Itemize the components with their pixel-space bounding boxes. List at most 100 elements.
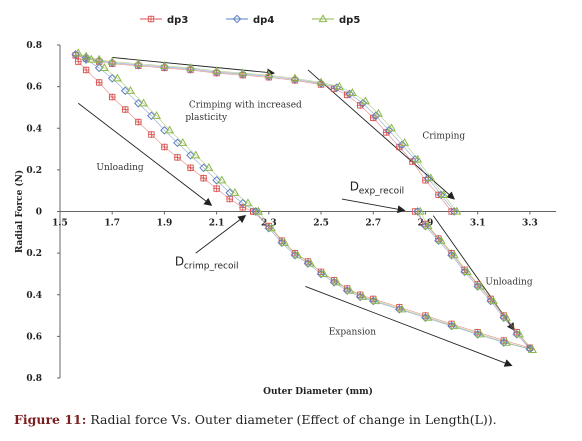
point-dp5: [358, 292, 368, 300]
point-dp5: [94, 54, 104, 63]
point-dp5: [126, 85, 135, 94]
point-dp3-cross: [369, 114, 377, 122]
point-dp4: [173, 138, 182, 148]
point-dp4: [421, 221, 430, 231]
point-dp5: [99, 63, 109, 71]
series-line-dp5: [258, 211, 533, 351]
point-dp3-cross: [187, 164, 195, 172]
series-line-dp5: [419, 211, 533, 351]
annotation-unloading-left: Unloading: [96, 163, 143, 173]
x-tick-label: 1.5: [52, 219, 68, 229]
point-dp5: [73, 48, 83, 57]
series-line-dp5: [91, 59, 259, 212]
point-dp4: [277, 238, 287, 248]
legend-label-dp3: dp3: [167, 15, 188, 26]
point-dp4: [303, 259, 313, 268]
point-dp4: [413, 207, 422, 216]
point-dp4: [160, 126, 169, 135]
plot-area: [71, 48, 537, 354]
point-dp4: [447, 250, 456, 260]
point-dp4: [384, 126, 394, 135]
point-dp4: [94, 63, 104, 73]
point-dp4: [499, 338, 509, 347]
series-line-dp3: [75, 55, 452, 212]
x-tick-label: 3.3: [522, 219, 538, 229]
point-dp4: [358, 98, 368, 108]
series-line-dp4: [417, 211, 531, 350]
point-dp4: [264, 223, 274, 233]
series-dp5: [73, 48, 537, 354]
point-dp5: [165, 125, 175, 134]
point-dp5: [186, 63, 195, 71]
annotation-expansion: Expansion: [329, 327, 376, 337]
point-dp5: [191, 150, 201, 159]
point-dp4: [199, 163, 208, 173]
x-tick-label: 2.1: [209, 219, 225, 229]
point-dp4: [186, 150, 195, 160]
point-dp5: [371, 296, 381, 305]
point-dp5: [345, 285, 355, 294]
point-dp5: [204, 162, 214, 171]
point-dp5: [332, 277, 342, 286]
point-dp4: [251, 207, 261, 216]
point-dp3-cross: [74, 58, 82, 66]
point-dp4: [410, 155, 420, 164]
point-dp3-cross: [213, 185, 221, 193]
d-crimp-recoil-label: D: [175, 255, 184, 269]
point-dp5: [475, 329, 485, 338]
point-dp4: [486, 296, 496, 306]
y-tick-label: 0.8: [26, 41, 42, 51]
point-dp3-cross: [134, 118, 142, 126]
point-dp3-cross: [173, 153, 181, 161]
point-dp5: [293, 250, 303, 259]
point-dp5: [238, 68, 248, 77]
arrow-unloading-left: [78, 102, 213, 206]
x-tick-label: 3.1: [470, 219, 486, 229]
legend-marker-dp4: [232, 14, 242, 24]
point-dp4: [421, 313, 430, 322]
point-dp5: [449, 321, 459, 330]
annotation-crimping-plasticity-1: Crimping with increased: [189, 100, 302, 110]
y-tick-label: 0.2: [26, 166, 42, 176]
legend-label-dp4: dp4: [253, 15, 274, 26]
point-dp5: [306, 258, 316, 267]
point-dp4: [290, 250, 300, 260]
point-dp5: [178, 137, 188, 146]
point-dp5: [488, 296, 498, 305]
legend-marker-dp3-cross: [147, 15, 155, 23]
point-dp3-cross: [147, 130, 155, 138]
point-dp5: [426, 173, 436, 182]
point-dp4: [81, 55, 91, 64]
legend-label-dp5: dp5: [339, 15, 360, 26]
point-dp5: [334, 81, 344, 90]
annotation-unloading-right: Unloading: [485, 277, 532, 287]
arrow-crimp-recoil: [195, 215, 247, 254]
series-line-dp4: [75, 54, 455, 212]
point-dp4: [423, 173, 433, 183]
arrow-exp-recoil: [341, 198, 406, 214]
point-dp5: [439, 190, 449, 198]
point-dp4: [134, 98, 143, 108]
point-dp5: [514, 329, 524, 338]
arrow-crimping-top: [112, 57, 276, 77]
point-dp5: [413, 154, 423, 163]
point-dp5: [280, 237, 289, 246]
point-dp5: [316, 77, 326, 86]
point-dp4: [447, 321, 456, 331]
point-dp4: [225, 188, 234, 198]
point-dp4: [397, 140, 407, 150]
caption-label: Figure 11:: [14, 412, 87, 427]
y-tick-label: 0.6: [26, 332, 42, 342]
point-dp3-cross: [108, 93, 116, 101]
point-dp5: [423, 312, 433, 321]
point-dp3-cross: [411, 208, 419, 215]
point-dp4: [355, 292, 365, 302]
legend: dp3 dp4 dp5: [140, 14, 360, 26]
point-dp5: [415, 206, 425, 215]
series-line-dp3: [75, 55, 254, 212]
x-tick-label: 1.7: [104, 219, 120, 229]
x-axis-title: Outer Diameter (mm): [263, 386, 373, 397]
point-dp4: [212, 175, 221, 185]
point-dp3-cross: [200, 174, 208, 182]
